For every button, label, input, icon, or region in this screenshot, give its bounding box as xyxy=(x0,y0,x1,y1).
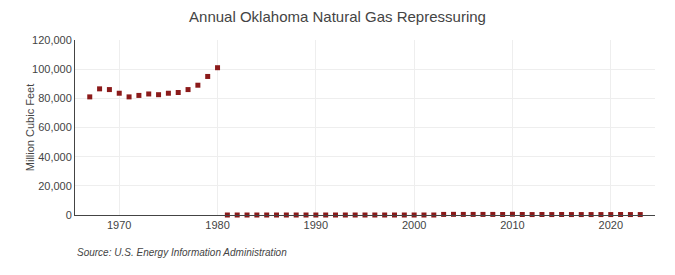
svg-text:Million Cubic Feet: Million Cubic Feet xyxy=(24,84,36,171)
svg-text:1980: 1980 xyxy=(205,219,229,231)
svg-text:2020: 2020 xyxy=(599,219,623,231)
svg-text:40,000: 40,000 xyxy=(38,151,72,163)
svg-text:60,000: 60,000 xyxy=(38,121,72,133)
svg-text:20,000: 20,000 xyxy=(38,180,72,192)
svg-text:Annual Oklahoma Natural Gas Re: Annual Oklahoma Natural Gas Repressuring xyxy=(189,8,486,25)
svg-text:1990: 1990 xyxy=(304,219,328,231)
svg-text:120,000: 120,000 xyxy=(32,34,72,46)
svg-text:80,000: 80,000 xyxy=(38,92,72,104)
svg-text:100,000: 100,000 xyxy=(32,63,72,75)
svg-text:Source: U.S. Energy Informatio: Source: U.S. Energy Information Administ… xyxy=(77,247,287,258)
svg-text:0: 0 xyxy=(66,209,72,221)
svg-text:1970: 1970 xyxy=(107,219,131,231)
svg-text:2010: 2010 xyxy=(500,219,524,231)
svg-text:2000: 2000 xyxy=(402,219,426,231)
